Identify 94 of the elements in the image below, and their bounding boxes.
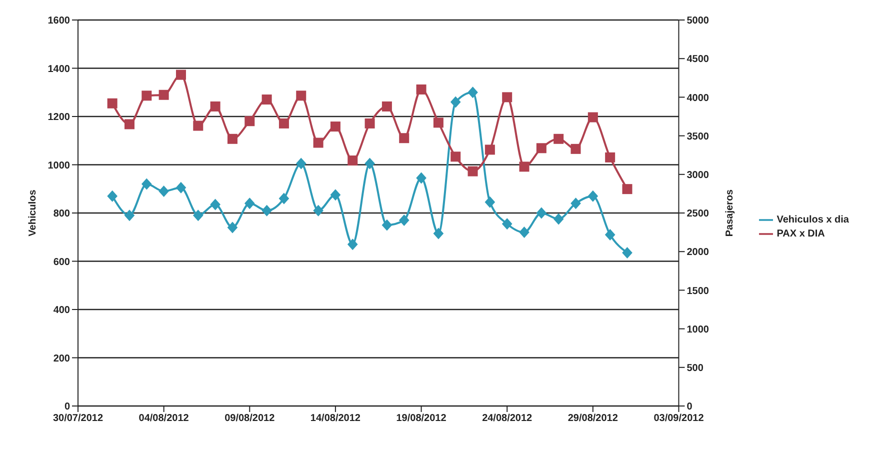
point (124, 119, 134, 130)
point (348, 156, 358, 166)
x-tick-label: 29/08/2012 (568, 413, 618, 424)
point (433, 228, 444, 240)
point (313, 138, 324, 148)
x-tick-label: 19/08/2012 (396, 413, 447, 424)
point (278, 193, 289, 204)
point (364, 158, 375, 170)
point (244, 116, 255, 126)
point (158, 90, 169, 100)
y2-tick-label: 4000 (686, 92, 710, 104)
x-tick-label: 24/08/2012 (482, 413, 533, 424)
point (176, 70, 186, 80)
x-tick-label: 14/08/2012 (310, 413, 361, 424)
point (554, 134, 564, 144)
point (416, 172, 426, 184)
y-tick-label: 800 (53, 208, 70, 220)
point (484, 196, 495, 208)
point (124, 210, 134, 221)
point (278, 118, 289, 128)
point (570, 144, 581, 154)
point (382, 101, 392, 112)
point (244, 198, 255, 209)
point (502, 92, 512, 102)
point (484, 144, 495, 155)
point (622, 247, 632, 258)
point (588, 112, 598, 122)
y2-tick-label: 0 (686, 402, 693, 413)
point (536, 208, 546, 218)
y2-tick-label: 1000 (686, 324, 710, 336)
point (158, 186, 169, 197)
point (193, 210, 204, 221)
y-tick-label: 1000 (48, 160, 70, 172)
point (468, 166, 478, 176)
y-tick-label: 1600 (48, 16, 70, 27)
point (554, 214, 564, 225)
y2-tick-label: 3500 (686, 131, 710, 142)
point (142, 90, 152, 101)
y2-tick-label: 2500 (686, 208, 710, 220)
point (142, 178, 152, 190)
point (210, 101, 220, 112)
point (416, 84, 426, 94)
point (193, 120, 204, 131)
point (330, 122, 340, 132)
point (468, 86, 478, 98)
y-tick-label: 400 (53, 305, 70, 316)
point (433, 118, 444, 128)
point (107, 190, 118, 202)
point (605, 229, 616, 240)
point (399, 133, 410, 144)
point (399, 214, 410, 226)
y2-tick-label: 500 (686, 362, 704, 374)
y-tick-label: 200 (53, 353, 70, 364)
point (227, 222, 238, 233)
legend-label: PAX x DIA (776, 228, 825, 240)
y2-tick-label: 1500 (686, 286, 710, 297)
y-tick-label: 1400 (48, 64, 70, 75)
point (519, 162, 530, 172)
y2-tick-label: 4500 (686, 54, 710, 66)
y-tick-label: 600 (53, 256, 70, 268)
point (502, 218, 512, 230)
point (364, 118, 375, 128)
point (262, 94, 272, 105)
point (605, 152, 616, 162)
point (348, 238, 358, 250)
y2-tick-label: 5000 (686, 16, 710, 27)
point (588, 190, 598, 202)
y2-tick-label: 2000 (686, 247, 710, 258)
x-tick-label: 04/08/2012 (138, 413, 190, 424)
x-tick-label: 03/09/2012 (654, 413, 704, 424)
point (330, 189, 340, 200)
y2-tick-label: 3000 (686, 170, 710, 181)
y2-axis-title: Pasajeros (724, 188, 736, 237)
y-tick-label: 1200 (48, 112, 70, 124)
y-axis-title: Vehiculos (28, 189, 39, 236)
point (262, 205, 272, 216)
point (296, 158, 306, 170)
point (227, 134, 238, 144)
point (176, 182, 186, 194)
point (313, 205, 324, 216)
x-tick-label: 30/07/2012 (52, 413, 104, 424)
point (570, 198, 581, 209)
point (450, 96, 461, 108)
point (622, 184, 632, 194)
point (210, 199, 220, 210)
point (107, 98, 118, 108)
x-tick-label: 09/08/2012 (224, 413, 276, 424)
legend-label: Vehiculos x dia (776, 214, 849, 226)
point (519, 226, 530, 238)
point (296, 90, 306, 101)
point (536, 143, 546, 154)
point (450, 152, 461, 162)
y-tick-label: 0 (64, 402, 70, 413)
point (382, 220, 392, 231)
